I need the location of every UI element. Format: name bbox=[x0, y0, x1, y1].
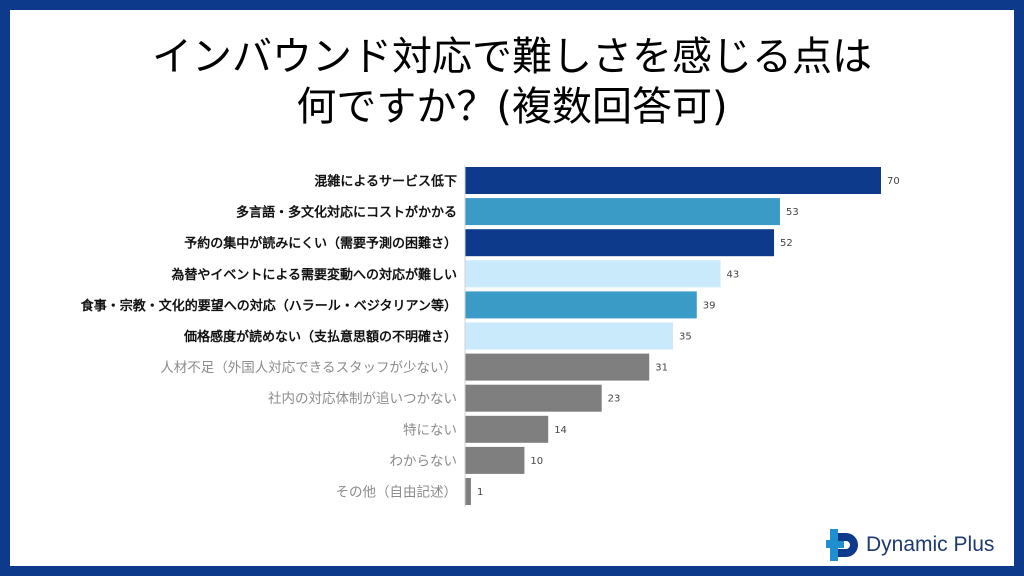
brand-logo: Dynamic Plus bbox=[826, 526, 994, 564]
category-label-4: 為替やイベントによる需要変動への対応が難しい bbox=[171, 267, 457, 283]
bar-6 bbox=[465, 322, 673, 350]
category-label-8: 社内の対応体制が追いつかない bbox=[268, 391, 457, 407]
bar-9 bbox=[465, 415, 549, 443]
title-line-1: インバウンド対応で難しさを感じる点は bbox=[152, 34, 872, 80]
data-label-3: 52 bbox=[780, 238, 793, 249]
data-label-10: 10 bbox=[530, 456, 543, 467]
category-label-1: 混雑によるサービス低下 bbox=[314, 174, 457, 190]
data-label-1: 70 bbox=[887, 176, 900, 187]
data-label-2: 53 bbox=[786, 207, 799, 218]
data-label-4: 43 bbox=[727, 269, 740, 280]
bar-5 bbox=[465, 291, 697, 319]
category-label-5: 食事・宗教・文化的要望への対応（ハラール・ベジタリアン等） bbox=[81, 298, 457, 314]
data-label-11: 1 bbox=[477, 487, 483, 498]
data-label-8: 23 bbox=[608, 394, 621, 405]
bar-8 bbox=[465, 384, 602, 412]
bar-11 bbox=[465, 478, 471, 505]
brand-name: Dynamic Plus bbox=[866, 533, 995, 556]
category-label-3: 予約の集中が読みにくい（需要予測の困難さ） bbox=[184, 236, 457, 252]
bar-2 bbox=[465, 198, 780, 226]
category-label-11: その他（自由記述） bbox=[336, 484, 458, 501]
page-title: インバウンド対応で難しさを感じる点は 何ですか？(複数回答可) bbox=[10, 32, 1014, 132]
title-line-2: 何ですか？(複数回答可) bbox=[296, 84, 728, 130]
data-label-5: 39 bbox=[703, 300, 716, 311]
category-label-10: わからない bbox=[390, 453, 458, 469]
bar-chart: 70 混雑によるサービス低下 53 多言語・多文化対応にコストがかかる 52 予約の集中が… bbox=[81, 165, 900, 507]
data-label-7: 31 bbox=[655, 363, 668, 374]
bar-7 bbox=[465, 353, 650, 381]
data-label-6: 35 bbox=[679, 332, 692, 343]
category-label-6: 価格感度が読めない（支払意思額の不明確さ） bbox=[183, 329, 457, 345]
slide-frame: インバウンド対応で難しさを感じる点は 何ですか？(複数回答可) 70 混雑によるサ… bbox=[10, 10, 1014, 566]
bar-3 bbox=[465, 229, 775, 257]
category-label-9: 特にない bbox=[403, 422, 457, 438]
bar-4 bbox=[465, 260, 721, 288]
dynamic-plus-logo-icon bbox=[826, 529, 858, 561]
bar-10 bbox=[465, 446, 525, 474]
bar-1 bbox=[465, 167, 881, 194]
category-label-2: 多言語・多文化対応にコストがかかる bbox=[236, 205, 457, 221]
category-label-7: 人材不足（外国人対応できるスタッフが少ない） bbox=[160, 360, 457, 376]
data-label-9: 14 bbox=[554, 425, 567, 436]
